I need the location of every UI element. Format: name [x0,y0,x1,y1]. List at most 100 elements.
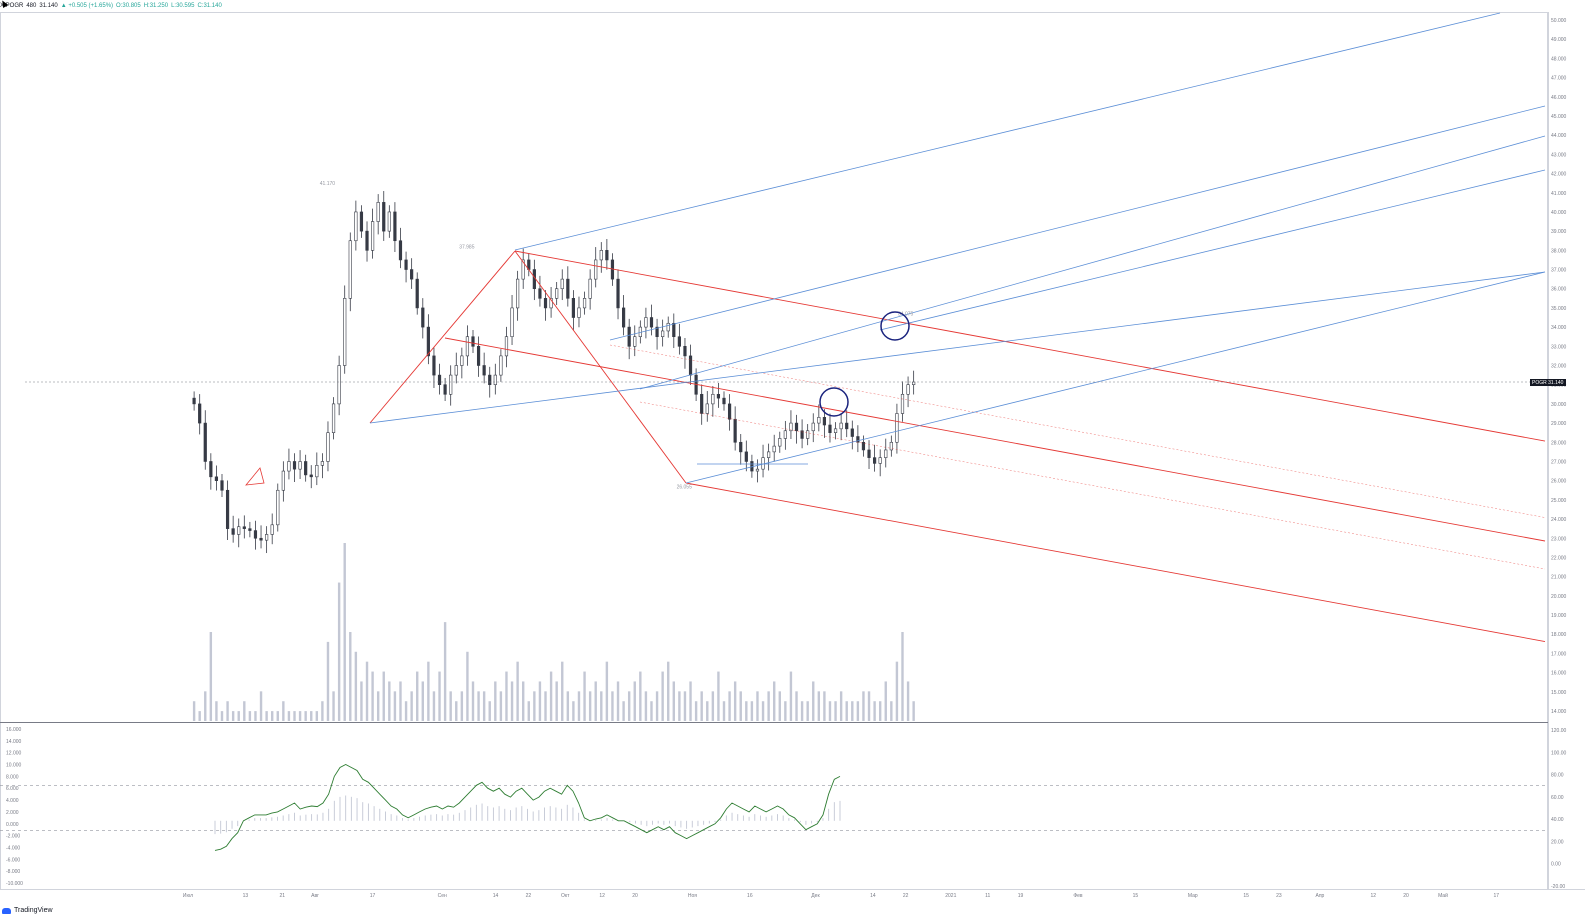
candle-body [398,240,403,261]
volume-bar [298,711,302,721]
price-tick-label: 23.000 [1551,536,1567,542]
time-tick-label: 15 [1133,893,1139,899]
interval-label[interactable]: 480 [26,3,37,9]
oscillator-right-tick-label: 60.00 [1551,795,1564,801]
time-tick-label: Фев [1073,893,1083,899]
candle-body [426,326,430,357]
blue-pitchfork-lower-tine [369,271,1546,424]
volume-bar [276,711,279,721]
oscillator-right-tick-label: 0.00 [1551,862,1561,868]
highlight-circle [880,311,910,341]
candle-body [833,428,838,433]
candle-body [688,355,693,376]
candle-body [622,307,626,328]
price-tick-label: 47.000 [1551,76,1567,82]
oscillator-left-tick-label: -6.000 [6,857,20,863]
candle-body [237,526,241,535]
candle-body [672,322,676,338]
candle-body [817,417,821,424]
volume-bar [248,711,252,721]
volume-bar [527,701,530,721]
volume-bar [499,691,503,721]
time-tick-label: 16 [747,893,753,899]
volume-bar [862,691,865,721]
candle-body [465,336,470,357]
candle-body [839,422,843,430]
candle-body [415,278,419,309]
volume-bar [616,681,620,721]
price-tick-label: 17.000 [1551,651,1567,657]
volume-bar [215,701,218,721]
tradingview-footer[interactable]: TradingView [0,905,53,917]
candle-body [337,365,341,405]
price-tick-label: 15.000 [1551,690,1567,696]
volume-bar [711,691,715,721]
symbol-legend[interactable]: X:POGR 480 31.140 ▲ +0.505 (+1.65%) O:30.805… [0,0,1585,12]
candle-body [912,381,916,385]
volume-bar [343,543,346,721]
volume-bar [767,691,770,721]
candle-body [248,528,252,531]
volume-bar [812,681,815,721]
triangle-pattern [245,467,265,486]
volume-bar [761,701,765,721]
symbol-name[interactable]: X:POGR [0,3,24,9]
volume-bar [209,632,213,721]
candle-body [616,278,620,309]
time-axis: Июл 13 21 Авг 17 Сен 14 22 Окт 12 20 Ноя 16 Дек 14 22 20… [183,892,1499,899]
candle-body [482,365,486,376]
candle-body [538,288,542,299]
candle-body [767,451,771,458]
time-tick-label: 23 [1276,893,1282,899]
candle-body [220,480,224,491]
candle-body [772,445,776,453]
time-tick-label: 2021 [945,893,956,899]
time-tick-label: 21 [280,893,286,899]
volume-bar [834,701,837,721]
volume-bar [878,701,882,721]
price-tick-label: 25.000 [1551,498,1567,504]
candle-body [309,474,313,478]
candle-body [276,489,280,526]
price-tick-label: 18.000 [1551,632,1567,638]
candle-body [895,413,899,443]
blue-pitchfork-inner-line [639,135,1546,390]
volume-bar [449,691,452,721]
volume-bar [873,701,876,721]
time-tick-label: 17 [1494,893,1500,899]
volume-bar [784,701,787,721]
volume-bar [884,681,887,721]
volume-bar [533,691,536,721]
volume-bar [488,701,491,721]
volume-bar [282,701,285,721]
time-tick-label: Дек [811,893,820,899]
volume-bar [243,701,246,721]
volume-bar [611,691,614,721]
price-tick-label: 50.000 [1551,18,1567,24]
price-tick-label: 28.000 [1551,440,1567,446]
candle-body [421,307,425,328]
time-tick-label: 22 [903,893,909,899]
candle-body [231,528,235,535]
highlight-circle [819,387,849,417]
time-tick-label: Авг [311,893,319,899]
time-tick-label: 19 [1018,893,1024,899]
volume-bar [895,661,899,721]
volume-bar [633,681,636,721]
volume-bar [376,691,380,721]
volume-bar [254,711,257,721]
candle-body [382,202,386,232]
candle-body [454,365,458,376]
time-tick-label: 17 [370,893,376,899]
candle-body [331,403,336,433]
candle-body [543,298,548,309]
price-tick-label: 30.000 [1551,402,1567,408]
price-tick-label: 44.000 [1551,133,1567,139]
volume-bar [577,691,581,721]
candle-body [437,374,442,385]
volume-bar [694,701,698,721]
last-price-tag [1530,379,1566,387]
time-tick-label: Мар [1188,893,1198,899]
candle-body [443,384,447,395]
